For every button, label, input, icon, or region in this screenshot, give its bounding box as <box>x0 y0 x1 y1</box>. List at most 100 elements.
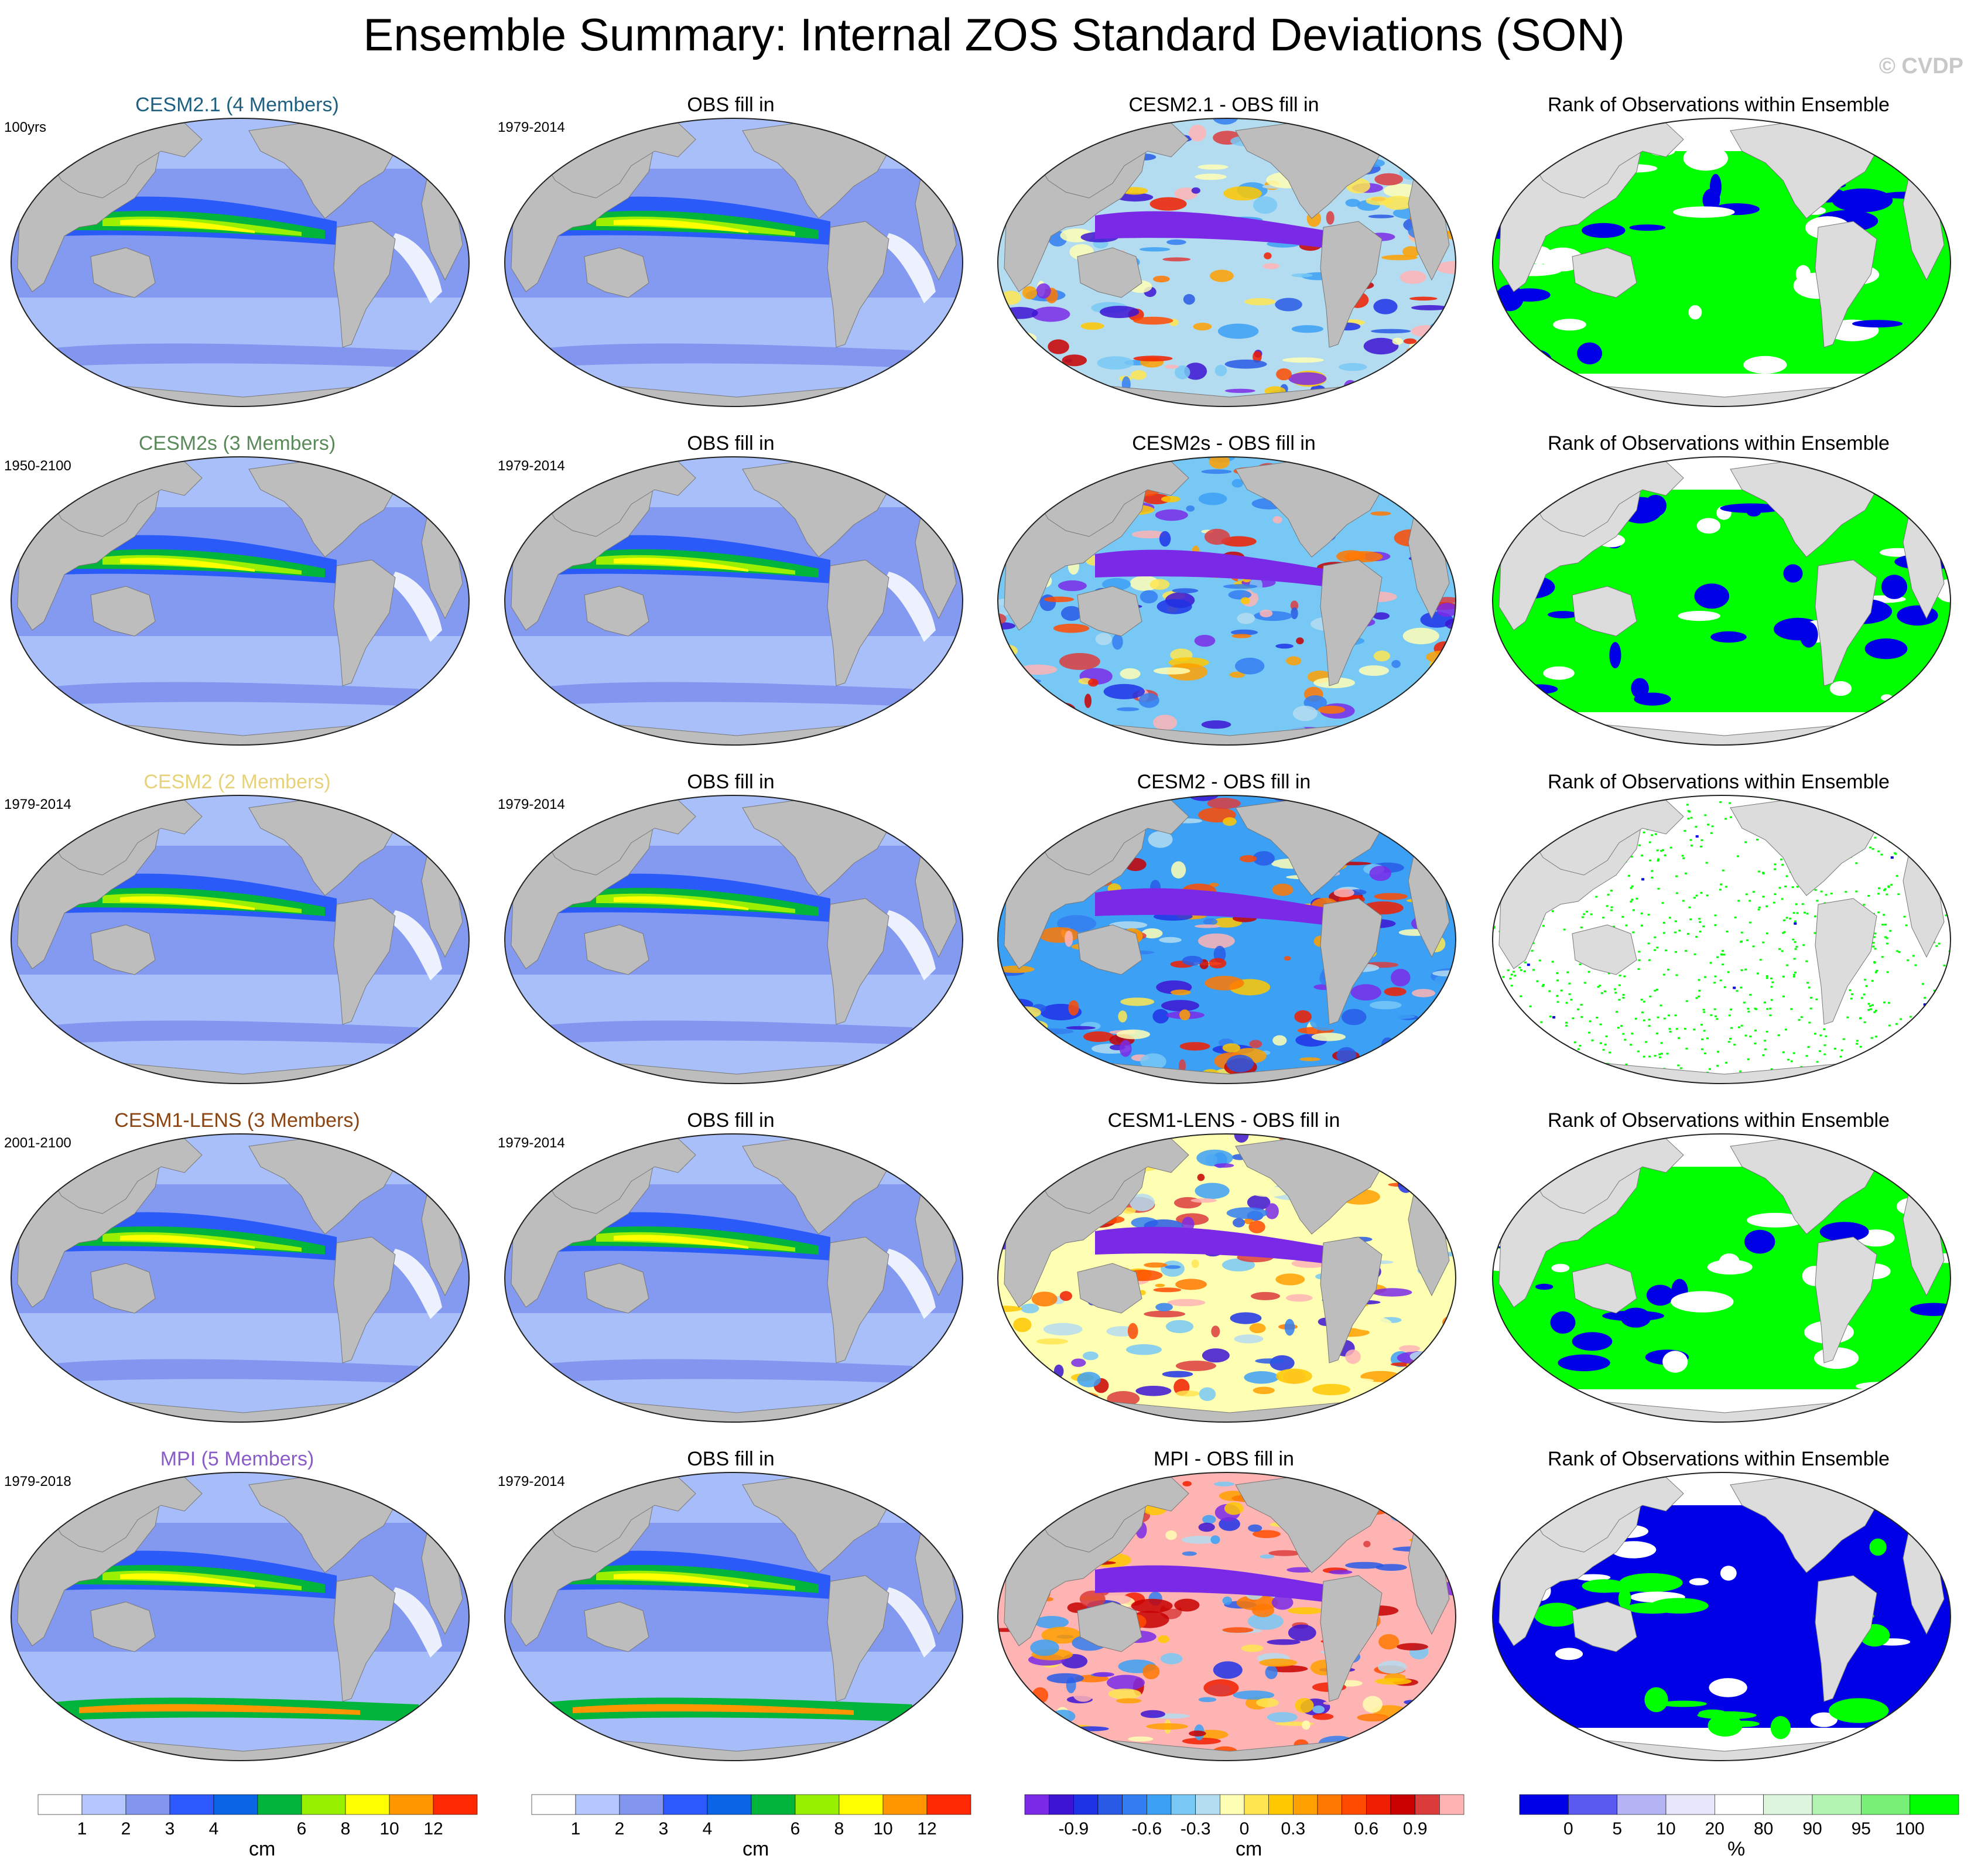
colorbar-swatch <box>345 1794 390 1815</box>
panel-period: 100yrs <box>4 119 47 135</box>
colorbar-tick-label: 0.9 <box>1403 1819 1428 1839</box>
colorbar-tick-label: 10 <box>873 1819 892 1839</box>
colorbar-tick-label: 4 <box>703 1819 713 1839</box>
rank-panel-map-r2-c3 <box>1492 795 1951 1084</box>
colorbar-swatch <box>751 1794 796 1815</box>
obs-panel: OBS fill in 1979-2014 <box>498 432 963 760</box>
colorbar-tick-label: 2 <box>615 1819 625 1839</box>
colorbar-swatch <box>839 1794 884 1815</box>
colorbar-swatch <box>1665 1794 1715 1815</box>
difference-panel: MPI - OBS fill in <box>995 1448 1456 1776</box>
model-panel-map-r0-c0 <box>11 118 470 407</box>
panel-title: OBS fill in <box>687 771 775 793</box>
obs-panel: OBS fill in 1979-2014 <box>498 94 963 422</box>
panel-title: CESM2 (2 Members) <box>143 771 331 793</box>
panel-title: CESM2.1 - OBS fill in <box>1128 94 1319 116</box>
colorbar-swatch <box>1220 1794 1245 1815</box>
colorbar-swatch <box>1861 1794 1910 1815</box>
colorbar-swatch <box>1293 1794 1318 1815</box>
obs-panel-map-r3-c1 <box>504 1133 963 1423</box>
model-panel: MPI (5 Members) 1979-2018 <box>4 1448 470 1776</box>
colorbar-tick-label: 1 <box>77 1819 87 1839</box>
obs-panel-map-r1-c1 <box>504 456 963 746</box>
obs-panel-map-r2-c1 <box>504 795 963 1084</box>
colorbar-swatch <box>575 1794 620 1815</box>
colorbar-tick-label: 95 <box>1852 1819 1871 1839</box>
rank-panel: Rank of Observations within Ensemble <box>1490 1109 1951 1437</box>
panel-title: Rank of Observations within Ensemble <box>1548 771 1890 793</box>
panel-title: MPI (5 Members) <box>160 1448 314 1470</box>
colorbar-swatch <box>1317 1794 1342 1815</box>
figure-title: Ensemble Summary: Internal ZOS Standard … <box>363 9 1625 60</box>
colorbar-swatch <box>663 1794 708 1815</box>
colorbar: 0 5 10 20 80 90 95 100% <box>1514 1792 1965 1874</box>
colorbar-tick-label: 3 <box>165 1819 175 1839</box>
colorbar-swatch <box>1715 1794 1764 1815</box>
panel-title: Rank of Observations within Ensemble <box>1548 1109 1890 1132</box>
panel-title: Rank of Observations within Ensemble <box>1548 432 1890 455</box>
colorbar-tick-label: 80 <box>1754 1819 1773 1839</box>
panel-period: 1979-2014 <box>498 1474 565 1489</box>
panel-title: CESM1-LENS - OBS fill in <box>1107 1109 1340 1132</box>
rank-panel: Rank of Observations within Ensemble <box>1490 771 1951 1099</box>
colorbar-swatch <box>619 1794 664 1815</box>
colorbar-tick-label: -0.6 <box>1131 1819 1162 1839</box>
colorbar-tick-label: 8 <box>341 1819 351 1839</box>
colorbar-swatch <box>1415 1794 1440 1815</box>
panel-title: MPI - OBS fill in <box>1154 1448 1294 1470</box>
colorbar-swatch <box>1244 1794 1269 1815</box>
panel-period: 2001-2100 <box>4 1135 71 1151</box>
obs-panel-map-r4-c1 <box>504 1472 963 1761</box>
panel-period: 1979-2014 <box>498 458 565 474</box>
rank-panel: Rank of Observations within Ensemble <box>1490 94 1951 422</box>
model-panel: CESM2.1 (4 Members) 100yrs <box>4 94 470 422</box>
colorbar-swatch <box>1519 1794 1569 1815</box>
colorbar-tick-label: 2 <box>121 1819 131 1839</box>
model-panel: CESM1-LENS (3 Members) 2001-2100 <box>4 1109 470 1437</box>
panel-title: Rank of Observations within Ensemble <box>1548 1448 1890 1470</box>
colorbar-swatch <box>1366 1794 1391 1815</box>
difference-panel-map-r3-c2 <box>997 1133 1456 1423</box>
colorbar-swatch <box>1617 1794 1667 1815</box>
colorbar-swatch <box>1390 1794 1415 1815</box>
panel-title: CESM2 - OBS fill in <box>1137 771 1311 793</box>
colorbar-tick-label: 10 <box>379 1819 399 1839</box>
colorbar-tick-label: -0.3 <box>1181 1819 1211 1839</box>
colorbar-tick-label: 8 <box>834 1819 844 1839</box>
obs-panel: OBS fill in 1979-2014 <box>498 1109 963 1437</box>
panel-title: CESM2s (3 Members) <box>138 432 336 455</box>
colorbar-tick-label: 5 <box>1612 1819 1622 1839</box>
colorbar-swatch <box>1268 1794 1294 1815</box>
colorbar-swatch <box>1910 1794 1959 1815</box>
colorbar-swatch <box>882 1794 928 1815</box>
panel-title: CESM1-LENS (3 Members) <box>114 1109 360 1132</box>
colorbar-swatch <box>707 1794 752 1815</box>
colorbar-swatch <box>1195 1794 1220 1815</box>
panel-title: CESM2.1 (4 Members) <box>135 94 339 116</box>
rank-panel-map-r0-c3 <box>1492 118 1951 407</box>
difference-panel-map-r4-c2 <box>997 1472 1456 1761</box>
rank-panel-map-r3-c3 <box>1492 1133 1951 1423</box>
colorbar-unit: cm <box>249 1838 276 1860</box>
panel-title: Rank of Observations within Ensemble <box>1548 94 1890 116</box>
colorbar-tick-label: 6 <box>297 1819 307 1839</box>
model-panel-map-r1-c0 <box>11 456 470 746</box>
colorbar-swatch <box>389 1794 434 1815</box>
colorbar-swatch <box>795 1794 840 1815</box>
colorbar-swatch <box>1812 1794 1862 1815</box>
colorbar-tick-label: 0.6 <box>1354 1819 1378 1839</box>
difference-panel: CESM1-LENS - OBS fill in <box>995 1109 1456 1437</box>
colorbar-swatch <box>1568 1794 1617 1815</box>
panel-title: OBS fill in <box>687 432 775 455</box>
panel-period: 1950-2100 <box>4 458 71 474</box>
colorbar-tick-label: 100 <box>1895 1819 1925 1839</box>
panel-period: 1979-2014 <box>498 119 565 135</box>
colorbar: 1 2 3 4 6 8 10 12 cm <box>526 1792 977 1874</box>
colorbar-swatch <box>301 1794 346 1815</box>
colorbar-swatch <box>1024 1794 1049 1815</box>
colorbar-svg: 1 2 3 4 6 8 10 12 <box>531 1794 971 1839</box>
colorbar-tick-label: 10 <box>1656 1819 1675 1839</box>
model-panel-map-r3-c0 <box>11 1133 470 1423</box>
colorbar-svg: 1 2 3 4 6 8 10 12 <box>37 1794 478 1839</box>
colorbar-swatch <box>169 1794 214 1815</box>
